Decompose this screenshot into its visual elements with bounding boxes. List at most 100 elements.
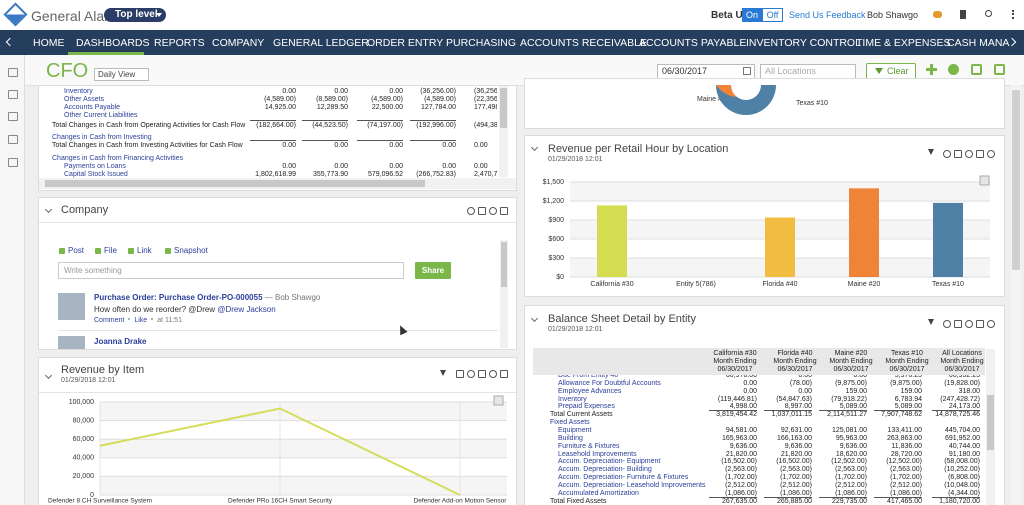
cell-value: (2,512.00) [780,481,812,489]
cell-value: (4,589.00) [264,96,296,103]
nav-item[interactable]: CASH MANA [947,37,1010,49]
row-label: Total Current Assets [550,411,613,419]
panel-tool-icon[interactable] [976,150,984,158]
panel-tool-icon[interactable] [478,207,486,215]
post-author[interactable]: — Bob Shawgo [264,293,321,302]
chat-icon[interactable] [933,11,942,18]
filter-icon[interactable] [440,370,446,376]
mention[interactable]: @Drew [188,305,216,314]
panel-tool-icon[interactable] [943,150,951,158]
post-action[interactable]: Like [134,317,148,324]
toggle-off[interactable]: Off [762,8,783,22]
sidebar-icon[interactable] [8,68,18,77]
cell-value: 28,720.00 [890,450,922,458]
entity-selector[interactable]: Top level [104,8,166,22]
nav-item[interactable]: GENERAL LEDGER [273,37,369,49]
feed-tab[interactable]: Snapshot [174,246,208,255]
sidebar-icon[interactable] [8,112,18,121]
panel-tool-icon[interactable] [943,320,951,328]
panel-tool-icon[interactable] [987,150,995,158]
cell-value: 263,863.00 [886,434,922,442]
cell-value: (4,344.00) [948,489,980,497]
column-header: 06/30/2017 [777,366,813,373]
panel-tool-icon[interactable] [467,207,475,215]
panel-tool-icon[interactable] [478,370,486,378]
cell-value: (78.00) [789,379,812,387]
feed-tab[interactable]: Link [137,246,152,255]
post-divider [58,330,498,331]
toolbar-icon[interactable] [994,64,1005,75]
avatar[interactable] [58,336,85,349]
tab-icon[interactable] [128,248,134,254]
panel-tool-icon[interactable] [976,320,984,328]
sidebar-icon[interactable] [8,90,18,99]
avatar[interactable] [58,293,85,320]
search-icon[interactable] [985,10,992,17]
panel-tool-icon[interactable] [489,370,497,378]
bar [765,217,795,277]
post-input[interactable]: Write something [58,262,404,279]
cell-value: 2,114,511.27 [827,411,867,419]
nav-item[interactable]: PURCHASING [446,37,517,49]
panel-tool-icon[interactable] [965,150,973,158]
nav-item[interactable]: DASHBOARDS [76,37,150,49]
menu-icon[interactable] [1012,10,1016,19]
column-header: All Locations [942,350,982,357]
sidebar-icon[interactable] [8,158,18,167]
tab-icon[interactable] [59,248,65,254]
cell-value: 5,089.00 [894,403,922,411]
user-name[interactable]: Bob Shawgo [867,10,919,20]
tab-icon[interactable] [95,248,101,254]
toolbar-icon[interactable] [948,64,959,75]
nav-item[interactable]: TIME & EXPENSES [856,37,951,49]
sidebar-icon[interactable] [8,135,18,144]
panel-tool-icon[interactable] [489,207,497,215]
cell-value: (58,008.00) [944,458,980,466]
cell-value: (19,828.00) [944,379,980,387]
cell-value: 133,411.00 [887,426,922,434]
row-label: Equipment [558,426,592,434]
page-scroll-thumb[interactable] [1012,90,1020,270]
panel-tool-icon[interactable] [954,150,962,158]
row-label: Accumulated Amortization [558,489,639,497]
panel [524,305,1005,505]
feed-tab[interactable]: Post [68,246,85,255]
toggle-on[interactable]: On [742,8,762,22]
toolbar-icon[interactable] [971,64,982,75]
cell-value: 177,498 [474,104,497,111]
cell-value: 5,976.25 [894,372,922,379]
post-author[interactable]: Joanna Drake [94,337,147,346]
post-title[interactable]: Purchase Order: Purchase Order-PO-000055 [94,293,263,302]
panel-tool-icon[interactable] [954,320,962,328]
row-label: Allowance For Doubtful Accounts [558,379,661,387]
panel-tool-icon[interactable] [467,370,475,378]
cash-flow-hscroll-thumb[interactable] [45,180,425,187]
balance-scroll-thumb[interactable] [987,395,994,450]
cash-flow-scroll-thumb[interactable] [500,88,507,128]
share-button[interactable]: Share [415,262,451,279]
nav-item[interactable]: ORDER ENTRY [367,37,444,49]
nav-item[interactable]: COMPANY [212,37,265,49]
panel-tool-icon[interactable] [500,207,508,215]
nav-item[interactable]: ACCOUNTS RECEIVABLE [520,37,647,49]
feed-tab[interactable]: File [104,246,117,255]
feed-scroll-thumb[interactable] [501,242,507,287]
bookmark-icon[interactable] [960,10,966,19]
nav-item[interactable]: ACCOUNTS PAYABLE [639,37,747,49]
tab-icon[interactable] [165,248,171,254]
post-action[interactable]: Comment [94,317,125,324]
panel-tool-icon[interactable] [965,320,973,328]
panel-tool-icon[interactable] [987,320,995,328]
view-select[interactable]: Daily View [94,68,149,81]
nav-item[interactable]: REPORTS [154,37,205,49]
panel-tool-icon[interactable] [500,370,508,378]
toolbar-icon[interactable] [926,64,937,75]
feedback-link[interactable]: Send Us Feedback [789,10,866,20]
nav-item[interactable]: INVENTORY CONTROL [746,37,861,49]
nav-item[interactable]: HOME [33,37,65,49]
filter-icon[interactable] [928,149,934,155]
panel-tool-icon[interactable] [456,370,464,378]
mention[interactable]: @Drew Jackson [217,305,276,314]
filter-icon[interactable] [928,319,934,325]
